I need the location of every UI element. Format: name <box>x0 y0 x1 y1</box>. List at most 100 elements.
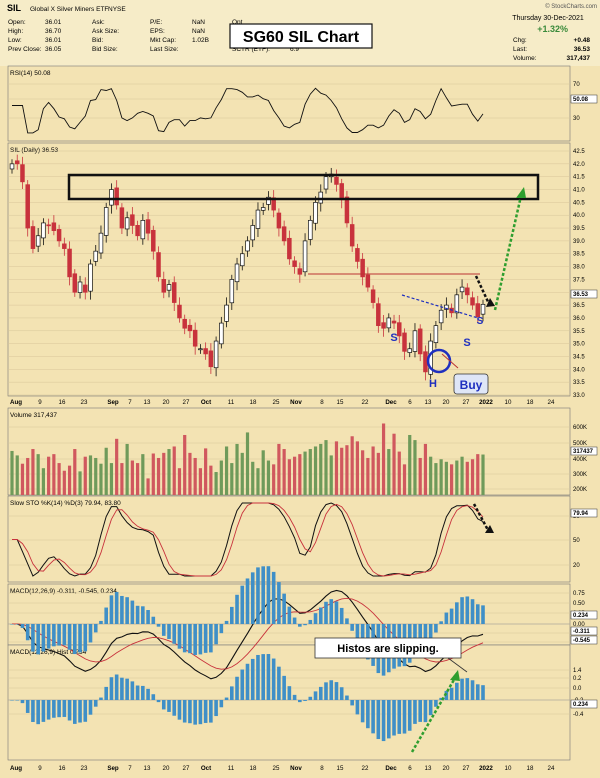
price-tick-label: 40.0 <box>573 213 585 219</box>
hist-bar <box>141 685 145 700</box>
macd-hist-bar <box>282 593 286 624</box>
hist-bar <box>261 654 265 700</box>
histos-pointer <box>447 657 468 673</box>
hist-bar <box>130 681 135 700</box>
candle-body <box>83 284 88 293</box>
candle-body <box>103 207 109 236</box>
stat-value: NaN <box>192 19 205 26</box>
volume-bar <box>31 449 35 495</box>
hist-bar <box>67 700 72 721</box>
macd-hist-bar <box>78 624 82 653</box>
price-value-tag-text: 36.53 <box>573 292 589 298</box>
hist-bar <box>397 700 402 734</box>
volume-bar <box>303 451 307 495</box>
stat-value: 36.70 <box>45 28 62 35</box>
hist-bar <box>214 700 218 717</box>
macd-hist-bar <box>20 624 25 628</box>
volume-bar <box>266 460 271 495</box>
candle-body <box>323 176 329 190</box>
price-tick-label: 36.5 <box>573 303 585 309</box>
hist-bar <box>481 685 485 700</box>
volume-bar <box>177 468 182 495</box>
candle-body <box>266 196 271 205</box>
volume-bar <box>361 450 365 495</box>
candle-body <box>470 297 475 306</box>
macd-hist-bar <box>271 571 276 624</box>
rsi-line <box>12 87 484 134</box>
candle-body <box>67 248 72 278</box>
macd-hist-bar <box>324 601 328 624</box>
volume-tick-label: 500K <box>573 441 587 447</box>
volume-bar <box>376 452 380 495</box>
hist-bar <box>161 700 166 710</box>
volume-bar <box>151 453 155 495</box>
buy-callout <box>453 373 489 395</box>
volume-tick-label: 400K <box>573 457 587 463</box>
x-tick-label: 23 <box>81 399 88 406</box>
x-tick-label: Oct <box>201 399 211 406</box>
candle-body <box>245 240 250 252</box>
volume-bar <box>345 445 349 495</box>
candle-body <box>281 226 287 242</box>
x-tick-label: Dec <box>385 765 397 772</box>
hist-bar <box>292 694 297 700</box>
candle-body <box>308 219 313 240</box>
volume-bar <box>146 478 150 495</box>
candle-body <box>459 286 465 293</box>
stat-label: Ask: <box>92 19 105 26</box>
candle-body <box>135 225 140 237</box>
buy-label: Buy <box>460 378 483 392</box>
hist-bar <box>62 700 67 717</box>
hist-panel-frame <box>7 644 571 761</box>
x-tick-label: 15 <box>337 399 344 406</box>
hist-bar <box>381 700 386 742</box>
candle-body <box>423 351 428 373</box>
hist-bar <box>83 700 88 722</box>
title-box <box>229 23 373 49</box>
volume-bar <box>245 432 250 495</box>
volume-bar <box>402 464 407 495</box>
macd-hist-bar <box>193 624 197 655</box>
hist-value-tag-text: 0.234 <box>573 702 589 708</box>
stat-label: Bid Size: <box>92 46 118 53</box>
macd-hist-bar <box>57 624 61 646</box>
hist-bar <box>20 700 25 704</box>
shoulder-left-label: S <box>390 332 397 344</box>
x-tick-label: 18 <box>250 399 257 406</box>
candle-body <box>370 289 376 303</box>
x-tick-label: 22 <box>362 399 369 406</box>
macd-hist-bar <box>83 624 88 652</box>
volume-bar <box>73 449 77 495</box>
macd-tag_signal <box>570 635 598 645</box>
macd-tag_hist-text: 0.234 <box>573 613 589 619</box>
volume-bar <box>214 472 218 495</box>
price-tick-label: 34.5 <box>573 354 585 360</box>
volume-bar <box>261 450 265 495</box>
hist-bar <box>287 686 292 700</box>
x-tick-label: 11 <box>228 765 235 772</box>
stat-value: NaN <box>192 28 205 35</box>
candle-body <box>156 252 161 278</box>
stat-label: Ask Size: <box>92 28 119 35</box>
x-tick-label: Nov <box>290 399 302 406</box>
macd-hist-bar <box>277 582 281 624</box>
volume-value-tag <box>570 446 598 456</box>
volume-tick-label: 200K <box>573 487 587 493</box>
volume-bar <box>272 464 276 495</box>
x-tick-label: 10 <box>505 765 512 772</box>
volume-bar <box>88 455 93 495</box>
macd-hist-bar <box>172 624 177 644</box>
volume-bar <box>460 456 464 495</box>
candle-body <box>292 260 297 267</box>
candle-body <box>130 214 135 226</box>
macd-hist-bar <box>114 591 119 624</box>
price-tick-label: 42.5 <box>573 149 585 155</box>
macd-hist-bar <box>298 624 302 627</box>
candle-body <box>240 253 245 267</box>
volume-bar <box>162 452 166 495</box>
volume-bar <box>340 447 344 495</box>
hist-bar <box>324 682 328 700</box>
downtrend-line <box>401 294 479 319</box>
stat-label: P/E: <box>150 19 162 26</box>
shoulder-right-label: S <box>463 337 470 349</box>
